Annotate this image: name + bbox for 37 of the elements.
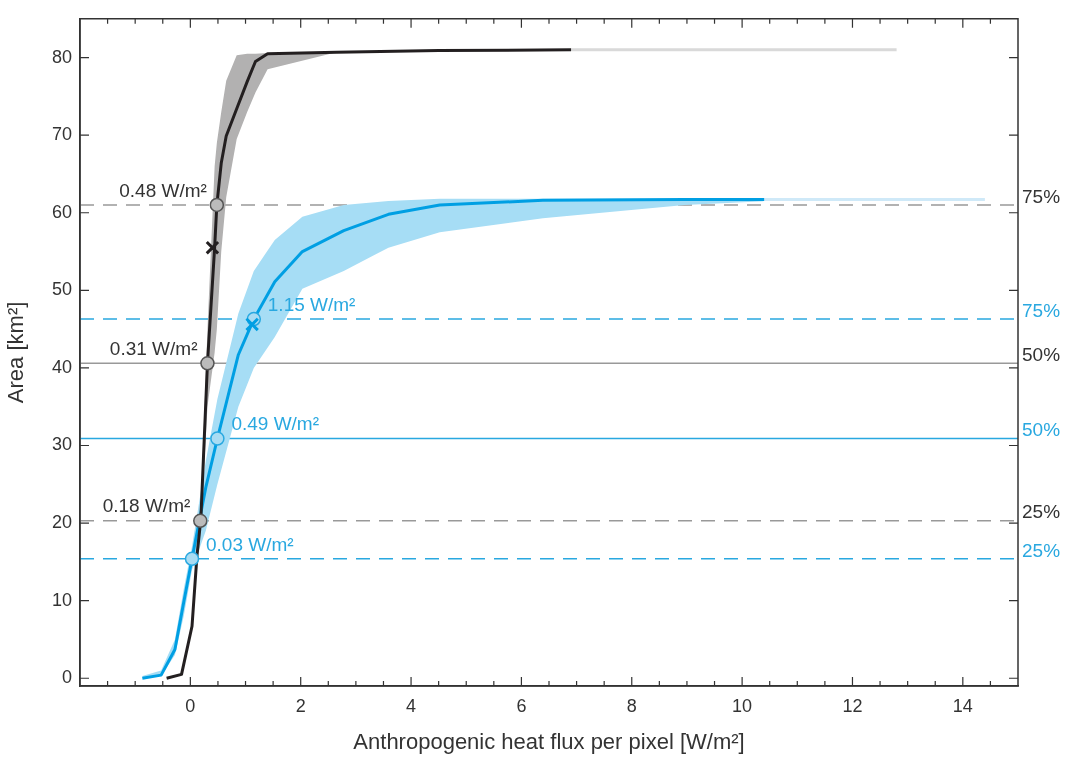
y-axis-title: Area [km²] bbox=[3, 301, 29, 404]
text: 75% bbox=[1022, 185, 1061, 207]
x-tick-label: 12 bbox=[842, 695, 863, 716]
x-tick-label: 8 bbox=[626, 695, 637, 716]
point bbox=[205, 240, 220, 255]
y-tick-label: 80 bbox=[51, 46, 72, 67]
x-tick-label: 14 bbox=[952, 695, 973, 716]
x-tick-label: 0 bbox=[185, 695, 196, 716]
x-tick-label: 6 bbox=[516, 695, 527, 716]
x-axis-title: Anthropogenic heat flux per pixel [W/m²] bbox=[353, 728, 745, 754]
annotation: 0.18 W/m² bbox=[102, 495, 191, 517]
x-tick-label: 4 bbox=[406, 695, 417, 716]
point bbox=[184, 551, 200, 567]
y-tick-label: 0 bbox=[61, 667, 72, 688]
text: 50% bbox=[1022, 344, 1061, 365]
annotation: 0.49 W/m² bbox=[231, 413, 320, 435]
point bbox=[200, 356, 215, 371]
annotation: 0.48 W/m² bbox=[119, 179, 207, 201]
x-tick-label: 2 bbox=[295, 695, 306, 716]
x-tick-label: 10 bbox=[732, 695, 753, 716]
y-tick-label: 70 bbox=[51, 124, 72, 145]
point bbox=[193, 513, 208, 528]
text: 50% bbox=[1022, 419, 1061, 441]
annotation: 0.03 W/m² bbox=[206, 533, 294, 555]
point bbox=[210, 431, 225, 446]
point bbox=[244, 317, 260, 332]
text: 25% bbox=[1022, 501, 1061, 523]
text: 75% bbox=[1022, 299, 1061, 321]
y-tick-label: 20 bbox=[51, 512, 72, 533]
y-tick-label: 60 bbox=[51, 201, 72, 222]
annotation: 0.31 W/m² bbox=[109, 338, 198, 359]
y-tick-label: 10 bbox=[51, 589, 72, 610]
text: 25% bbox=[1022, 539, 1061, 561]
point bbox=[209, 197, 225, 213]
y-tick-label: 50 bbox=[51, 279, 72, 300]
y-tick-label: 30 bbox=[51, 434, 72, 455]
y-tick-label: 40 bbox=[51, 356, 72, 377]
